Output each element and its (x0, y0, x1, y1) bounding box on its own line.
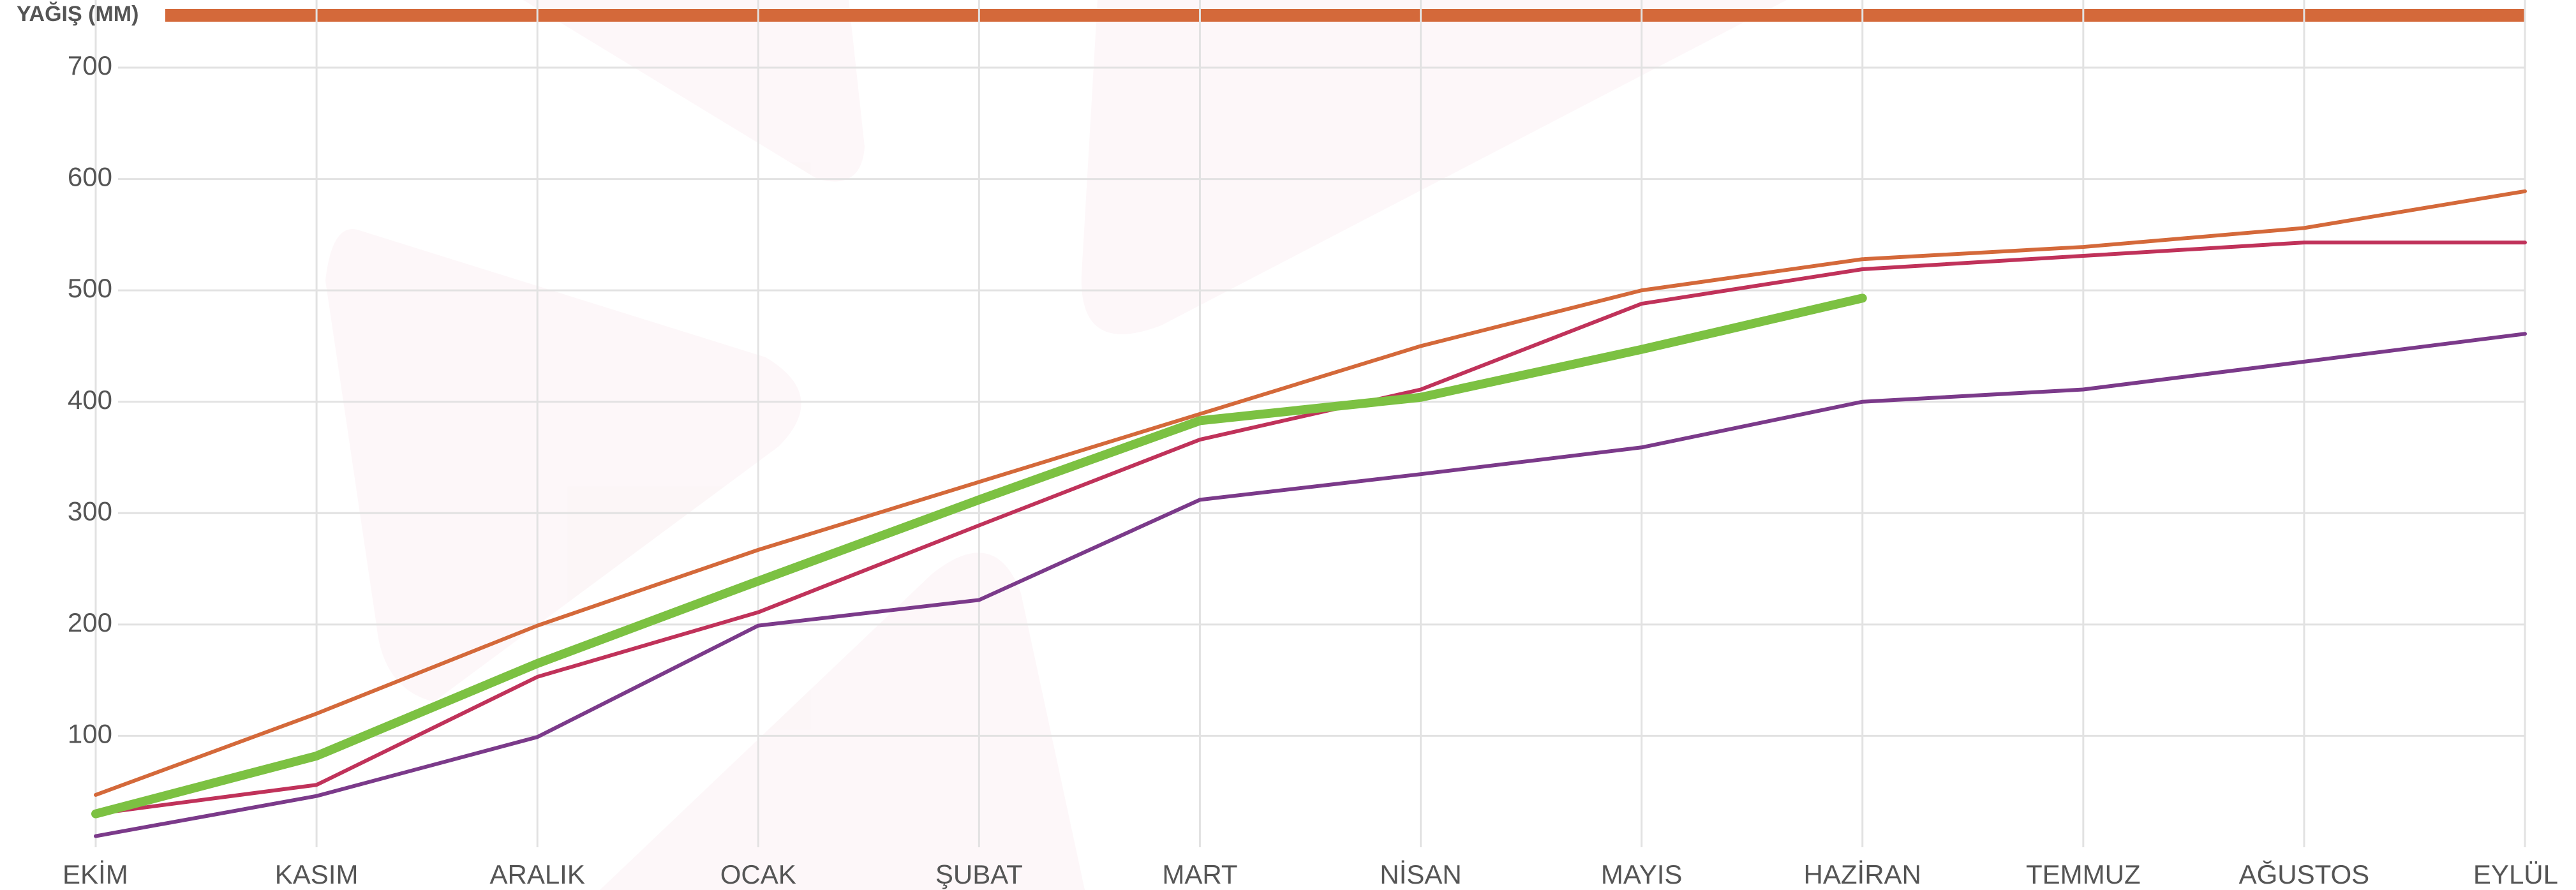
x-tick-label: MAYIS (1601, 859, 1683, 889)
y-tick-label: 300 (68, 496, 112, 526)
x-tick-label: HAZİRAN (1804, 859, 1921, 889)
background-decoration (325, 0, 1787, 890)
x-tick-label: EYLÜL (2473, 859, 2558, 889)
x-tick-label: NİSAN (1380, 859, 1461, 889)
x-tick-label: ARALIK (489, 859, 584, 889)
x-tick-label: EKİM (63, 859, 128, 889)
y-tick-label: 200 (68, 607, 112, 637)
line-series (91, 293, 1867, 819)
x-tick-label: OCAK (720, 859, 796, 889)
y-tick-label: 600 (68, 162, 112, 192)
y-tick-label: 500 (68, 273, 112, 303)
line-series (94, 189, 2527, 797)
y-tick-label: 100 (68, 719, 112, 749)
x-tick-label: MART (1162, 859, 1237, 889)
x-tick-label: ŞUBAT (935, 859, 1023, 889)
line-series (94, 332, 2527, 838)
line-series (94, 241, 2527, 816)
chart-title: YAĞIŞ (MM) (17, 2, 138, 26)
y-tick-label: 400 (68, 385, 112, 415)
title-bar (165, 9, 2525, 22)
x-tick-label: TEMMUZ (2026, 859, 2141, 889)
x-tick-label: AĞUSTOS (2239, 859, 2370, 889)
y-tick-label: 700 (68, 50, 112, 80)
x-tick-label: KASIM (275, 859, 359, 889)
